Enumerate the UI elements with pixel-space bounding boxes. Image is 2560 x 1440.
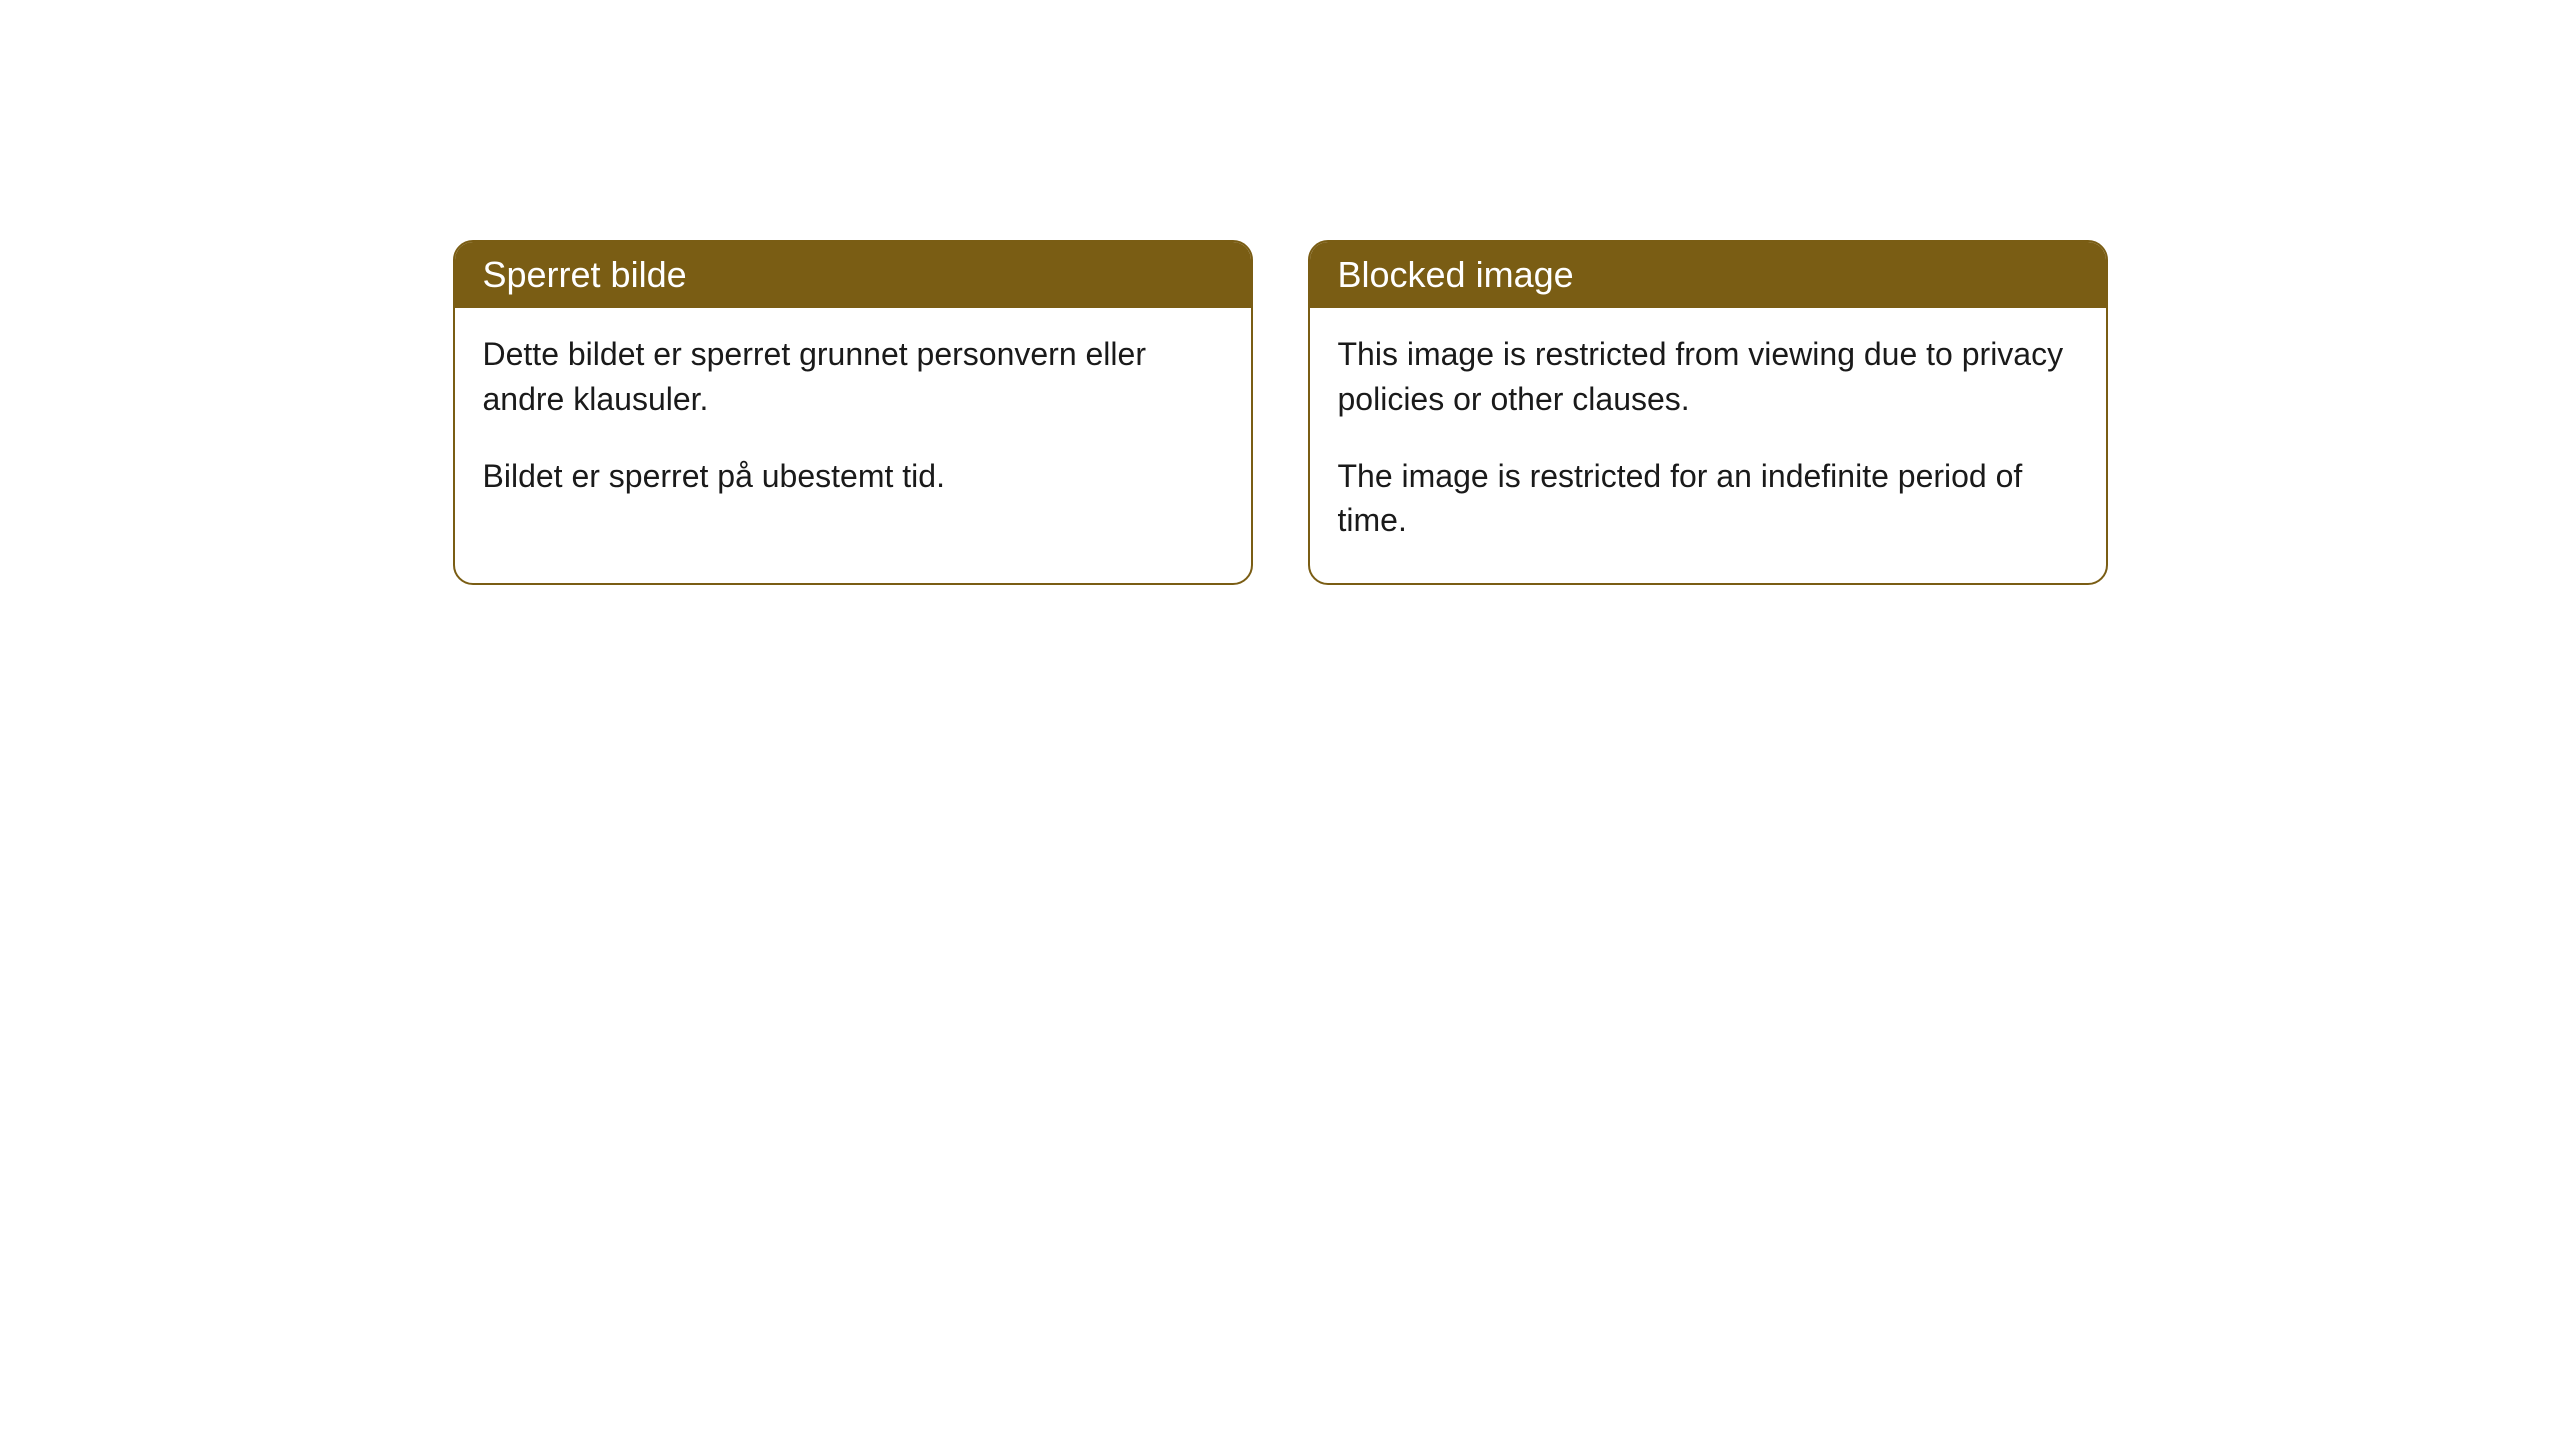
card-title: Sperret bilde: [483, 254, 687, 295]
card-paragraph: This image is restricted from viewing du…: [1338, 332, 2078, 422]
notice-cards-container: Sperret bilde Dette bildet er sperret gr…: [450, 240, 2110, 585]
card-header: Sperret bilde: [455, 242, 1251, 308]
card-header: Blocked image: [1310, 242, 2106, 308]
card-body: This image is restricted from viewing du…: [1310, 308, 2106, 583]
card-body: Dette bildet er sperret grunnet personve…: [455, 308, 1251, 538]
notice-card-english: Blocked image This image is restricted f…: [1308, 240, 2108, 585]
card-paragraph: The image is restricted for an indefinit…: [1338, 454, 2078, 544]
card-title: Blocked image: [1338, 254, 1574, 295]
card-paragraph: Bildet er sperret på ubestemt tid.: [483, 454, 1223, 499]
card-paragraph: Dette bildet er sperret grunnet personve…: [483, 332, 1223, 422]
notice-card-norwegian: Sperret bilde Dette bildet er sperret gr…: [453, 240, 1253, 585]
